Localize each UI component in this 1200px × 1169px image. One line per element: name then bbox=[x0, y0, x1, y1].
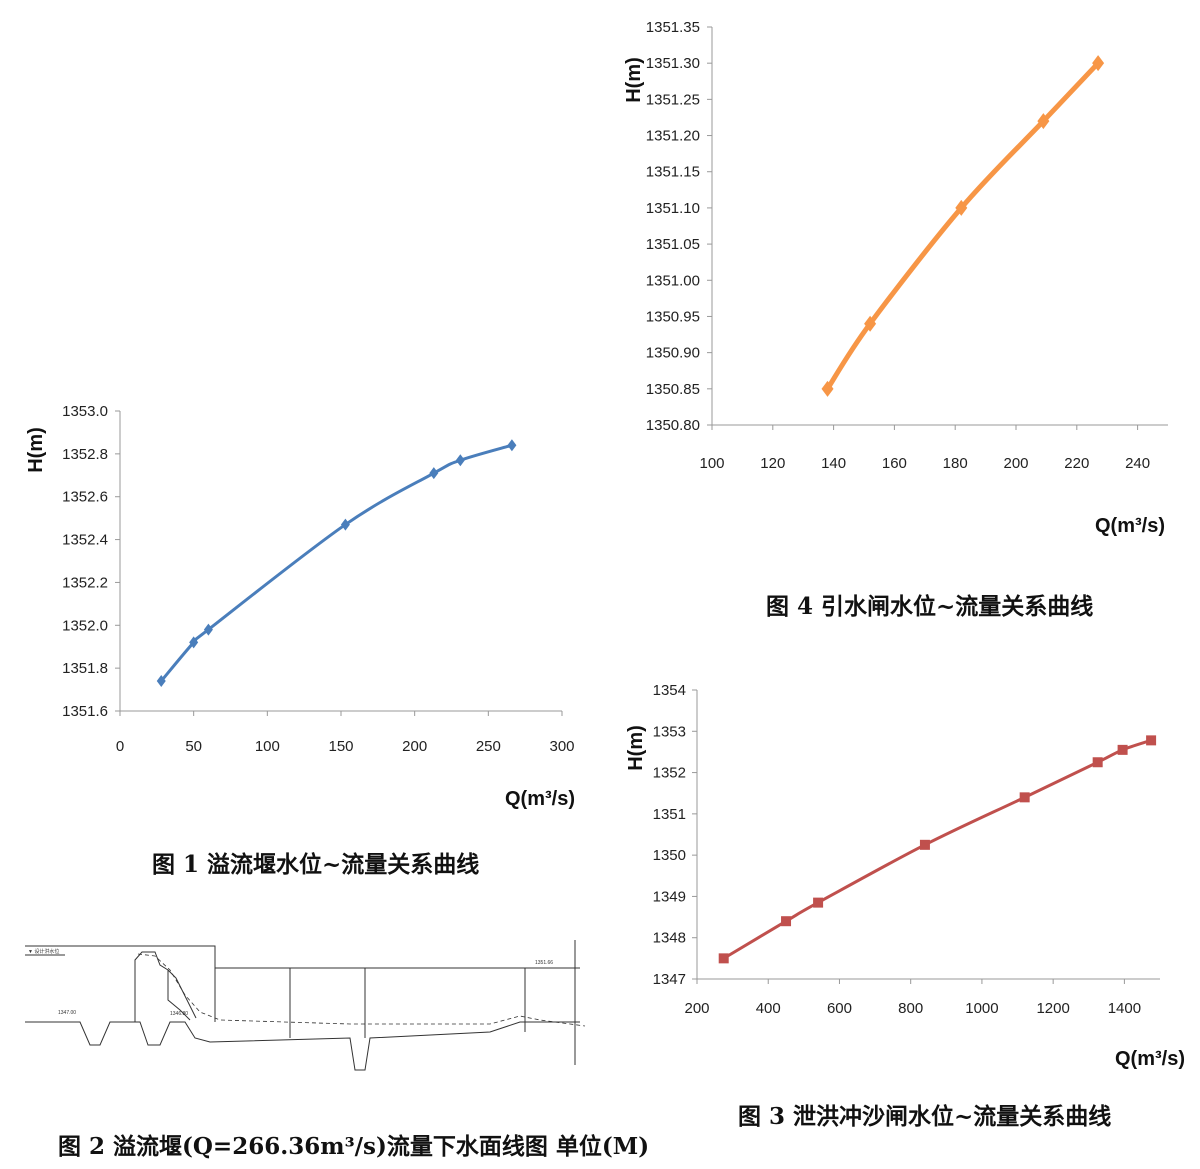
y-tick-label: 1351.00 bbox=[646, 272, 700, 289]
data-point bbox=[340, 518, 350, 531]
profile-label-2: 1346.80 bbox=[170, 1011, 188, 1017]
x-tick-label: 400 bbox=[756, 1000, 781, 1017]
y-tick-label: 1349 bbox=[653, 888, 686, 905]
chart-fig4: 1350.80 1350.85 1350.90 1350.95 1351.00 1351.… bbox=[623, 19, 1168, 537]
x-tick-label: 140 bbox=[821, 455, 846, 472]
y-tick-label: 1351.15 bbox=[646, 164, 700, 181]
y-tick-label: 1351.8 bbox=[62, 660, 108, 677]
y-tick-label: 1350.90 bbox=[646, 345, 700, 362]
series-line bbox=[160, 443, 513, 682]
y-tick-label: 1352.6 bbox=[62, 489, 108, 506]
x-tick-label: 800 bbox=[898, 1000, 923, 1017]
y-tick-label: 1350 bbox=[653, 847, 686, 864]
x-tick-label: 600 bbox=[827, 1000, 852, 1017]
data-point bbox=[507, 439, 517, 452]
y-axis-title: H(m) bbox=[625, 725, 647, 771]
data-point bbox=[429, 467, 439, 480]
caption-fig3: 图 3 泄洪冲沙闸水位~流量关系曲线 bbox=[738, 1103, 1112, 1130]
data-point bbox=[1146, 735, 1157, 746]
y-tick-label: 1351.05 bbox=[646, 236, 700, 253]
x-tick-label: 180 bbox=[943, 455, 968, 472]
y-axis-title: H(m) bbox=[623, 57, 645, 103]
y-tick-label: 1352.2 bbox=[62, 574, 108, 591]
data-point bbox=[1092, 757, 1103, 768]
profile-label-1: 1347.00 bbox=[58, 1010, 76, 1016]
y-tick-label: 1352.8 bbox=[62, 446, 108, 463]
x-tick-label: 150 bbox=[328, 738, 353, 755]
y-tick-label: 1347 bbox=[653, 971, 686, 988]
data-point bbox=[455, 454, 465, 467]
x-tick-label: 100 bbox=[255, 738, 280, 755]
y-tick-label: 1352.4 bbox=[62, 532, 108, 549]
data-point bbox=[718, 953, 729, 964]
series-line bbox=[722, 738, 1152, 960]
chart-fig3: 1347 1348 1349 1350 1351 1352 1353 1354 200 400 60… bbox=[625, 682, 1185, 1070]
data-point bbox=[1092, 55, 1105, 72]
x-axis-title: Q(m³/s) bbox=[1115, 1048, 1185, 1070]
y-tick-label: 1351.35 bbox=[646, 19, 700, 36]
data-point bbox=[813, 897, 824, 908]
y-tick-label: 1353.0 bbox=[62, 403, 108, 420]
x-tick-label: 50 bbox=[185, 738, 202, 755]
data-point bbox=[864, 315, 877, 332]
y-tick-label: 1352.0 bbox=[62, 617, 108, 634]
data-point bbox=[919, 839, 930, 850]
y-tick-label: 1354 bbox=[653, 682, 686, 699]
y-tick-label: 1350.80 bbox=[646, 417, 700, 434]
data-point bbox=[1117, 744, 1128, 755]
y-tick-label: 1351 bbox=[653, 806, 686, 823]
y-axis-title: H(m) bbox=[25, 427, 47, 473]
data-point bbox=[189, 636, 199, 649]
x-tick-label: 1400 bbox=[1108, 1000, 1141, 1017]
data-point bbox=[821, 380, 834, 397]
fig2-water-surface-profile: ▼ 设计洪水位 1347.00 1346.80 1351.66 bbox=[25, 940, 586, 1071]
x-tick-label: 200 bbox=[684, 1000, 709, 1017]
data-point bbox=[781, 916, 792, 927]
data-point bbox=[955, 199, 968, 216]
x-tick-label: 300 bbox=[549, 738, 574, 755]
x-tick-label: 0 bbox=[116, 738, 124, 755]
y-tick-label: 1351.20 bbox=[646, 128, 700, 145]
svg-text:▼ 设计洪水位: ▼ 设计洪水位 bbox=[28, 948, 59, 955]
data-point bbox=[156, 675, 166, 687]
x-tick-label: 160 bbox=[882, 455, 907, 472]
x-tick-label: 1000 bbox=[965, 1000, 998, 1017]
y-tick-label: 1350.95 bbox=[646, 308, 700, 325]
x-tick-label: 100 bbox=[699, 455, 724, 472]
x-tick-label: 120 bbox=[760, 455, 785, 472]
profile-structure-top bbox=[25, 945, 580, 969]
profile-label-0: 1351.66 bbox=[535, 960, 553, 966]
x-tick-label: 240 bbox=[1125, 455, 1150, 472]
series-line bbox=[825, 61, 1100, 391]
y-tick-label: 1351.25 bbox=[646, 91, 700, 108]
caption-fig2: 图 2 溢流堰(Q=266.36m³/s)流量下水面线图 单位(M) bbox=[58, 1133, 650, 1160]
y-tick-label: 1351.6 bbox=[62, 703, 108, 720]
y-tick-label: 1351.30 bbox=[646, 55, 700, 72]
x-axis-title: Q(m³/s) bbox=[1095, 515, 1165, 537]
chart-fig1: 1351.6 1351.8 1352.0 1352.2 1352.4 1352.6 1352… bbox=[25, 403, 575, 810]
x-tick-label: 220 bbox=[1064, 455, 1089, 472]
y-tick-label: 1352 bbox=[653, 765, 686, 782]
x-tick-label: 200 bbox=[1003, 455, 1028, 472]
x-tick-label: 1200 bbox=[1036, 1000, 1069, 1017]
data-point bbox=[1019, 792, 1030, 803]
x-tick-label: 250 bbox=[476, 738, 501, 755]
profile-bed-line bbox=[25, 1021, 580, 1071]
x-tick-label: 200 bbox=[402, 738, 427, 755]
caption-fig4: 图 4 引水闸水位~流量关系曲线 bbox=[766, 593, 1094, 620]
y-tick-label: 1348 bbox=[653, 930, 686, 947]
profile-water-surface bbox=[137, 953, 586, 1027]
y-tick-label: 1350.85 bbox=[646, 381, 700, 398]
data-point bbox=[203, 623, 213, 636]
x-axis-title: Q(m³/s) bbox=[505, 788, 575, 810]
y-tick-label: 1351.10 bbox=[646, 200, 700, 217]
profile-weir bbox=[134, 951, 191, 1022]
caption-fig1: 图 1 溢流堰水位~流量关系曲线 bbox=[152, 851, 480, 878]
data-point bbox=[1037, 113, 1050, 130]
y-tick-label: 1353 bbox=[653, 723, 686, 740]
